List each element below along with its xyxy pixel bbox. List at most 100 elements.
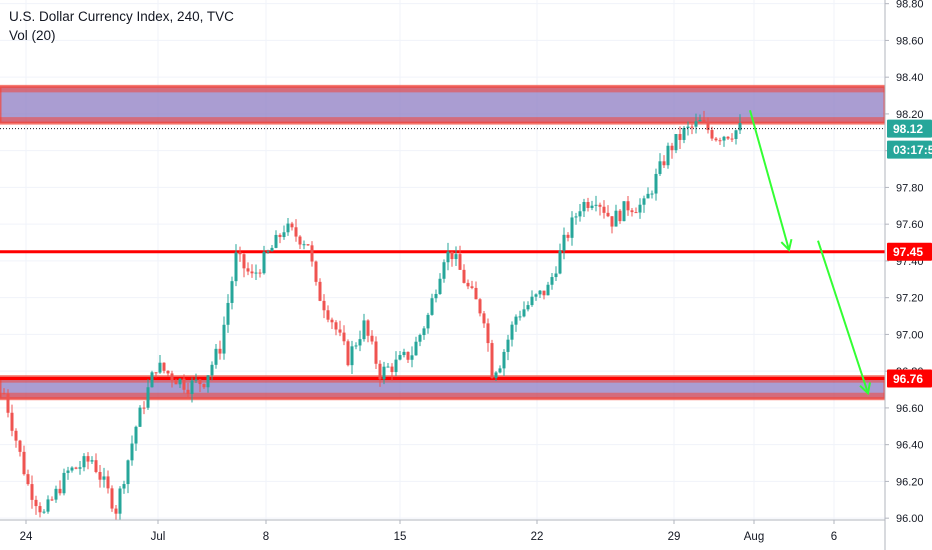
y-tick-label: 98.20 [896,109,924,121]
candle-body [130,443,134,461]
candle-body [478,299,482,314]
candle-body [722,136,726,141]
candle-body [14,430,18,441]
candle-body [150,372,154,388]
y-tick-label: 97.80 [896,182,924,194]
candle-body [662,161,666,166]
candle-body [10,412,14,431]
candle-body [458,254,462,270]
candle-body [574,216,578,218]
candle-body [714,138,718,141]
svg-text:03:17:58: 03:17:58 [893,143,932,157]
candle-body [390,366,394,373]
candle-body [542,290,546,296]
candle-body [210,364,214,376]
candle-body [566,234,570,238]
candle-body [450,251,454,260]
y-tick-label: 98.40 [896,72,924,84]
candle-body [474,287,478,300]
candle-body [114,508,118,514]
candle-body [706,121,710,131]
candle-body [174,380,178,385]
candle-body [534,294,538,297]
time-axis[interactable] [0,520,885,550]
candle-body [70,467,74,471]
candle-body [642,198,646,205]
candle-body [286,223,290,233]
candle-body [38,506,42,513]
candle-body [298,236,302,245]
candle-body [354,345,358,347]
svg-text:97.45: 97.45 [893,245,923,259]
candle-body [598,204,602,207]
candle-body [618,210,622,222]
y-tick-label: 96.00 [896,513,924,525]
zone-support-edge-bottom [0,392,885,399]
candle-body [146,387,150,408]
candle-body [118,488,122,514]
candle-body [274,234,278,248]
candle-body [202,384,206,388]
candle-body [238,252,242,255]
svg-text:96.76: 96.76 [893,372,923,386]
candle-body [358,339,362,346]
candle-body [630,210,634,213]
candle-body [86,456,90,462]
candle-body [426,314,430,329]
candle-body [318,281,322,301]
candle-body [158,362,162,373]
candle-body [482,313,486,324]
candle-body [382,366,386,380]
symbol-title[interactable]: U.S. Dollar Currency Index, 240, TVC [9,9,234,24]
candle-body [418,335,422,342]
candle-body [398,355,402,360]
y-tick-label: 97.60 [896,219,924,231]
candle-body [666,145,670,166]
candle-body [506,339,510,352]
candle-body [206,375,210,388]
candle-body [362,320,366,340]
candle-body [494,372,498,378]
candle-body [394,359,398,373]
candle-body [262,251,266,274]
zone-resistance-edge-bottom [0,117,885,124]
candle-body [98,471,102,480]
candle-body [90,460,94,462]
candle-body [402,351,406,356]
candle-body [386,366,390,368]
candle-body [446,251,450,263]
y-tick-label: 97.20 [896,293,924,305]
x-tick-label: 15 [394,531,407,543]
candle-body [646,193,650,199]
volume-indicator-label[interactable]: Vol (20) [9,28,56,43]
candle-body [610,216,614,227]
candle-body [502,351,506,369]
candle-body [22,451,26,475]
candle-body [2,393,6,395]
candle-body [614,210,618,227]
candle-body [78,467,82,469]
candle-body [410,355,414,360]
candle-body [302,244,306,246]
candle-body [254,272,258,274]
candle-body [582,202,586,212]
candle-body [546,284,550,296]
candle-body [126,460,130,485]
projection-arrow-1[interactable] [817,240,871,396]
x-tick-label: 8 [263,531,269,543]
price-axis[interactable] [885,0,932,550]
candle-body [290,223,294,228]
y-tick-label: 98.80 [896,0,924,11]
candle-body [678,134,682,140]
candle-body [698,120,702,122]
candle-body [522,309,526,317]
candle-body [510,324,514,340]
candle-body [578,211,582,217]
projection-arrow-0[interactable] [749,109,793,252]
candle-body [430,298,434,315]
candle-body [366,320,370,336]
candle-body [622,201,626,222]
candle-body [374,341,378,364]
candle-body [538,290,542,295]
